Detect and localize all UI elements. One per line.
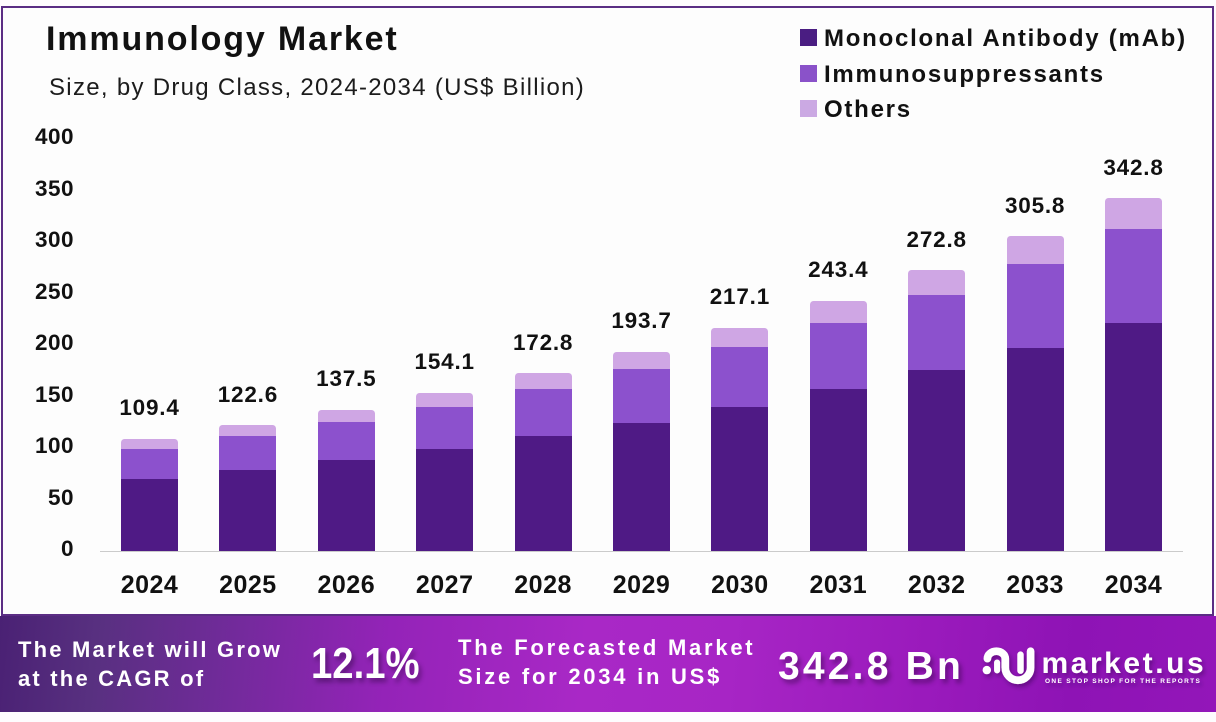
svg-text:market.us: market.us (1042, 647, 1207, 680)
svg-text:ONE STOP SHOP FOR THE REPORTS: ONE STOP SHOP FOR THE REPORTS (1045, 678, 1201, 685)
